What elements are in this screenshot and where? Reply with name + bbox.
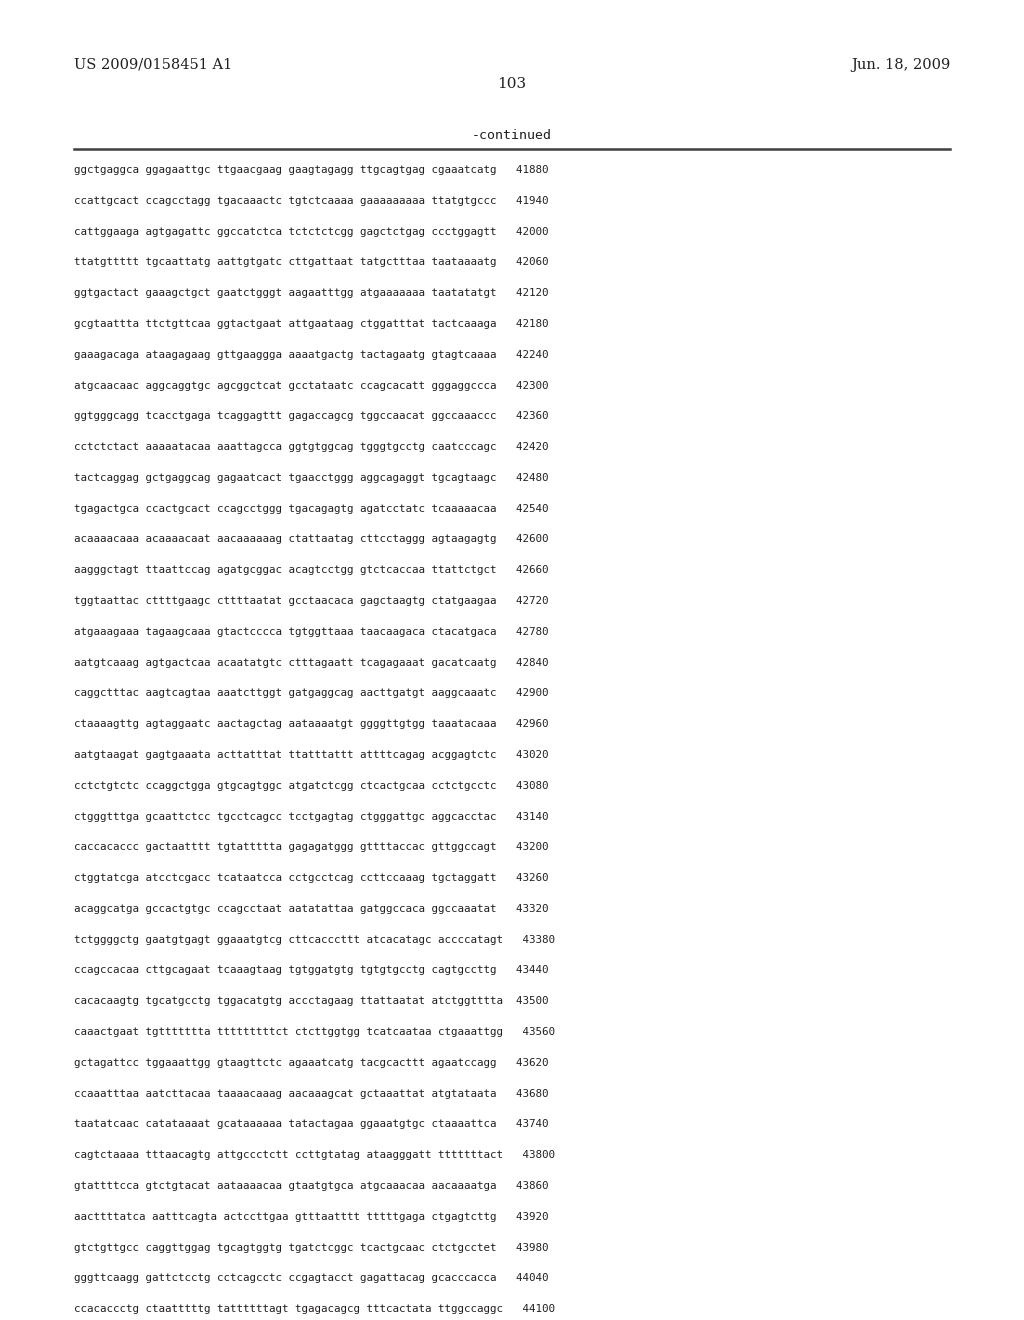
Text: taatatcaac catataaaat gcataaaaaa tatactagaa ggaaatgtgc ctaaaattca   43740: taatatcaac catataaaat gcataaaaaa tatacta… bbox=[74, 1119, 548, 1130]
Text: cctctgtctc ccaggctgga gtgcagtggc atgatctcgg ctcactgcaa cctctgcctc   43080: cctctgtctc ccaggctgga gtgcagtggc atgatct… bbox=[74, 780, 548, 791]
Text: ccacaccctg ctaatttttg tattttttagt tgagacagcg tttcactata ttggccaggc   44100: ccacaccctg ctaatttttg tattttttagt tgagac… bbox=[74, 1304, 555, 1315]
Text: 103: 103 bbox=[498, 78, 526, 91]
Text: aacttttatca aatttcagta actccttgaa gtttaatttt tttttgaga ctgagtcttg   43920: aacttttatca aatttcagta actccttgaa gtttaa… bbox=[74, 1212, 548, 1222]
Text: atgcaacaac aggcaggtgc agcggctcat gcctataatc ccagcacatt gggaggccca   42300: atgcaacaac aggcaggtgc agcggctcat gcctata… bbox=[74, 380, 548, 391]
Text: tctggggctg gaatgtgagt ggaaatgtcg cttcacccttt atcacatagc accccatagt   43380: tctggggctg gaatgtgagt ggaaatgtcg cttcacc… bbox=[74, 935, 555, 945]
Text: acaaaacaaa acaaaacaat aacaaaaaag ctattaatag cttcctaggg agtaagagtg   42600: acaaaacaaa acaaaacaat aacaaaaaag ctattaa… bbox=[74, 535, 548, 544]
Text: gtattttcca gtctgtacat aataaaacaa gtaatgtgca atgcaaacaa aacaaaatga   43860: gtattttcca gtctgtacat aataaaacaa gtaatgt… bbox=[74, 1181, 548, 1191]
Text: -continued: -continued bbox=[472, 128, 552, 141]
Text: ggtgactact gaaagctgct gaatctgggt aagaatttgg atgaaaaaaa taatatatgt   42120: ggtgactact gaaagctgct gaatctgggt aagaatt… bbox=[74, 288, 548, 298]
Text: aatgtcaaag agtgactcaa acaatatgtc ctttagaatt tcagagaaat gacatcaatg   42840: aatgtcaaag agtgactcaa acaatatgtc ctttaga… bbox=[74, 657, 548, 668]
Text: ccattgcact ccagcctagg tgacaaactc tgtctcaaaa gaaaaaaaaa ttatgtgccc   41940: ccattgcact ccagcctagg tgacaaactc tgtctca… bbox=[74, 195, 548, 206]
Text: gtctgttgcc caggttggag tgcagtggtg tgatctcggc tcactgcaac ctctgcctet   43980: gtctgttgcc caggttggag tgcagtggtg tgatctc… bbox=[74, 1242, 548, 1253]
Text: ccagccacaa cttgcagaat tcaaagtaag tgtggatgtg tgtgtgcctg cagtgccttg   43440: ccagccacaa cttgcagaat tcaaagtaag tgtggat… bbox=[74, 965, 548, 975]
Text: ggtgggcagg tcacctgaga tcaggagttt gagaccagcg tggccaacat ggccaaaccc   42360: ggtgggcagg tcacctgaga tcaggagttt gagacca… bbox=[74, 412, 548, 421]
Text: tggtaattac cttttgaagc cttttaatat gcctaacaca gagctaagtg ctatgaagaa   42720: tggtaattac cttttgaagc cttttaatat gcctaac… bbox=[74, 597, 548, 606]
Text: cagtctaaaa tttaacagtg attgccctctt ccttgtatag ataagggatt tttttttact   43800: cagtctaaaa tttaacagtg attgccctctt ccttgt… bbox=[74, 1150, 555, 1160]
Text: Jun. 18, 2009: Jun. 18, 2009 bbox=[851, 58, 950, 71]
Text: cacacaagtg tgcatgcctg tggacatgtg accctagaag ttattaatat atctggtttta  43500: cacacaagtg tgcatgcctg tggacatgtg accctag… bbox=[74, 997, 548, 1006]
Text: cattggaaga agtgagattc ggccatctca tctctctcgg gagctctgag ccctggagtt   42000: cattggaaga agtgagattc ggccatctca tctctct… bbox=[74, 227, 548, 236]
Text: ctggtatcga atcctcgacc tcataatcca cctgcctcag ccttccaaag tgctaggatt   43260: ctggtatcga atcctcgacc tcataatcca cctgcct… bbox=[74, 873, 548, 883]
Text: gaaagacaga ataagagaag gttgaaggga aaaatgactg tactagaatg gtagtcaaaa   42240: gaaagacaga ataagagaag gttgaaggga aaaatga… bbox=[74, 350, 548, 360]
Text: ccaaatttaa aatcttacaa taaaacaaag aacaaagcat gctaaattat atgtataata   43680: ccaaatttaa aatcttacaa taaaacaaag aacaaag… bbox=[74, 1089, 548, 1098]
Text: aatgtaagat gagtgaaata acttatttat ttatttattt attttcagag acggagtctc   43020: aatgtaagat gagtgaaata acttatttat ttattta… bbox=[74, 750, 548, 760]
Text: gctagattcc tggaaattgg gtaagttctc agaaatcatg tacgcacttt agaatccagg   43620: gctagattcc tggaaattgg gtaagttctc agaaatc… bbox=[74, 1057, 548, 1068]
Text: gcgtaattta ttctgttcaa ggtactgaat attgaataag ctggatttat tactcaaaga   42180: gcgtaattta ttctgttcaa ggtactgaat attgaat… bbox=[74, 319, 548, 329]
Text: ctgggtttga gcaattctcc tgcctcagcc tcctgagtag ctgggattgc aggcacctac   43140: ctgggtttga gcaattctcc tgcctcagcc tcctgag… bbox=[74, 812, 548, 821]
Text: caaactgaat tgttttttta tttttttttct ctcttggtgg tcatcaataa ctgaaattgg   43560: caaactgaat tgttttttta tttttttttct ctcttg… bbox=[74, 1027, 555, 1038]
Text: ggctgaggca ggagaattgc ttgaacgaag gaagtagagg ttgcagtgag cgaaatcatg   41880: ggctgaggca ggagaattgc ttgaacgaag gaagtag… bbox=[74, 165, 548, 176]
Text: atgaaagaaa tagaagcaaa gtactcccca tgtggttaaa taacaagaca ctacatgaca   42780: atgaaagaaa tagaagcaaa gtactcccca tgtggtt… bbox=[74, 627, 548, 636]
Text: ttatgttttt tgcaattatg aattgtgatc cttgattaat tatgctttaa taataaaatg   42060: ttatgttttt tgcaattatg aattgtgatc cttgatt… bbox=[74, 257, 548, 268]
Text: acaggcatga gccactgtgc ccagcctaat aatatattaa gatggccaca ggccaaatat   43320: acaggcatga gccactgtgc ccagcctaat aatatat… bbox=[74, 904, 548, 913]
Text: US 2009/0158451 A1: US 2009/0158451 A1 bbox=[74, 58, 232, 71]
Text: cctctctact aaaaatacaa aaattagcca ggtgtggcag tgggtgcctg caatcccagc   42420: cctctctact aaaaatacaa aaattagcca ggtgtgg… bbox=[74, 442, 548, 451]
Text: aagggctagt ttaattccag agatgcggac acagtcctgg gtctcaccaa ttattctgct   42660: aagggctagt ttaattccag agatgcggac acagtcc… bbox=[74, 565, 548, 576]
Text: ctaaaagttg agtaggaatc aactagctag aataaaatgt ggggttgtgg taaatacaaa   42960: ctaaaagttg agtaggaatc aactagctag aataaaa… bbox=[74, 719, 548, 729]
Text: tgagactgca ccactgcact ccagcctggg tgacagagtg agatcctatc tcaaaaacaa   42540: tgagactgca ccactgcact ccagcctggg tgacaga… bbox=[74, 504, 548, 513]
Text: caggctttac aagtcagtaa aaatcttggt gatgaggcag aacttgatgt aaggcaaatc   42900: caggctttac aagtcagtaa aaatcttggt gatgagg… bbox=[74, 689, 548, 698]
Text: caccacaccc gactaatttt tgtattttta gagagatggg gttttaccac gttggccagt   43200: caccacaccc gactaatttt tgtattttta gagagat… bbox=[74, 842, 548, 853]
Text: gggttcaagg gattctcctg cctcagcctc ccgagtacct gagattacag gcacccacca   44040: gggttcaagg gattctcctg cctcagcctc ccgagta… bbox=[74, 1274, 548, 1283]
Text: tactcaggag gctgaggcag gagaatcact tgaacctggg aggcagaggt tgcagtaagc   42480: tactcaggag gctgaggcag gagaatcact tgaacct… bbox=[74, 473, 548, 483]
